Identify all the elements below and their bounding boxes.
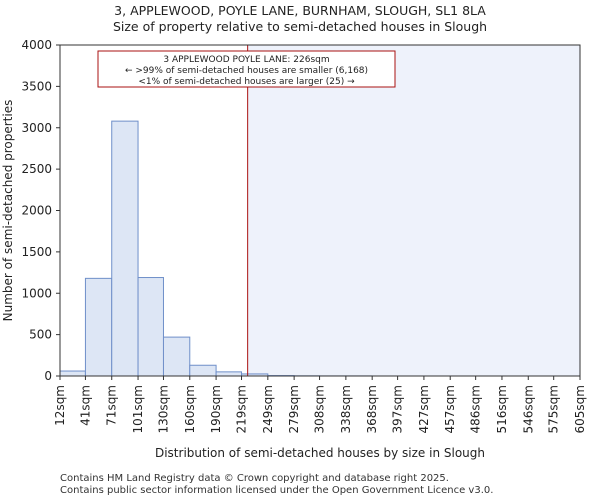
footer-line-1: Contains HM Land Registry data © Crown c…: [60, 473, 449, 484]
x-tick-label: 190sqm: [209, 385, 223, 433]
larger-houses-region: [248, 45, 580, 376]
annotation-line-1: 3 APPLEWOOD POYLE LANE: 226sqm: [163, 55, 329, 65]
x-tick-label: 457sqm: [443, 385, 457, 433]
x-tick-label: 427sqm: [417, 385, 431, 433]
y-axis-ticks: 0 500 1000 1500 2000 2500 3000 3500 4000: [21, 38, 60, 383]
property-annotation: 3 APPLEWOOD POYLE LANE: 226sqm ← >99% of…: [98, 51, 395, 87]
x-tick-label: 338sqm: [339, 385, 353, 433]
x-tick-label: 605sqm: [573, 385, 587, 433]
y-tick-label: 500: [29, 328, 52, 342]
histogram-bar: [190, 365, 216, 376]
y-tick-label: 2000: [21, 204, 52, 218]
histogram-bar: [163, 337, 189, 376]
x-tick-label: 101sqm: [131, 385, 145, 433]
y-tick-label: 0: [44, 369, 52, 383]
x-tick-label: 368sqm: [365, 385, 379, 433]
x-tick-label: 516sqm: [495, 385, 509, 433]
chart-subtitle: Size of property relative to semi-detach…: [113, 19, 487, 34]
x-tick-label: 41sqm: [78, 385, 92, 426]
chart-title: 3, APPLEWOOD, POYLE LANE, BURNHAM, SLOUG…: [114, 3, 486, 18]
histogram-bar: [138, 278, 163, 376]
x-tick-label: 279sqm: [287, 385, 301, 433]
x-tick-label: 71sqm: [105, 385, 119, 426]
histogram-bar: [85, 278, 111, 376]
y-tick-label: 3500: [21, 79, 52, 93]
footer-line-2: Contains public sector information licen…: [60, 485, 493, 496]
y-tick-label: 4000: [21, 38, 52, 52]
x-tick-label: 249sqm: [261, 385, 275, 433]
x-tick-label: 486sqm: [469, 385, 483, 433]
x-tick-label: 575sqm: [547, 385, 561, 433]
y-tick-label: 1500: [21, 245, 52, 259]
y-axis-label: Number of semi-detached properties: [1, 100, 15, 322]
x-tick-label: 397sqm: [391, 385, 405, 433]
x-tick-label: 219sqm: [235, 385, 249, 433]
x-tick-label: 308sqm: [313, 385, 327, 433]
histogram-bar: [112, 121, 138, 376]
histogram-bar: [60, 371, 85, 376]
x-tick-label: 130sqm: [156, 385, 170, 433]
x-tick-label: 12sqm: [53, 385, 67, 426]
x-axis-label: Distribution of semi-detached houses by …: [155, 446, 485, 460]
histogram-bar: [216, 372, 241, 376]
x-tick-label: 546sqm: [521, 385, 535, 433]
x-axis-ticks: 12sqm 41sqm 71sqm 101sqm 130sqm 160sqm 190sqm 2…: [53, 376, 587, 433]
y-tick-label: 3000: [21, 121, 52, 135]
annotation-line-2: ← >99% of semi-detached houses are small…: [125, 66, 368, 76]
annotation-line-3: <1% of semi-detached houses are larger (…: [138, 77, 355, 87]
x-tick-label: 160sqm: [183, 385, 197, 433]
y-tick-label: 2500: [21, 162, 52, 176]
y-tick-label: 1000: [21, 286, 52, 300]
